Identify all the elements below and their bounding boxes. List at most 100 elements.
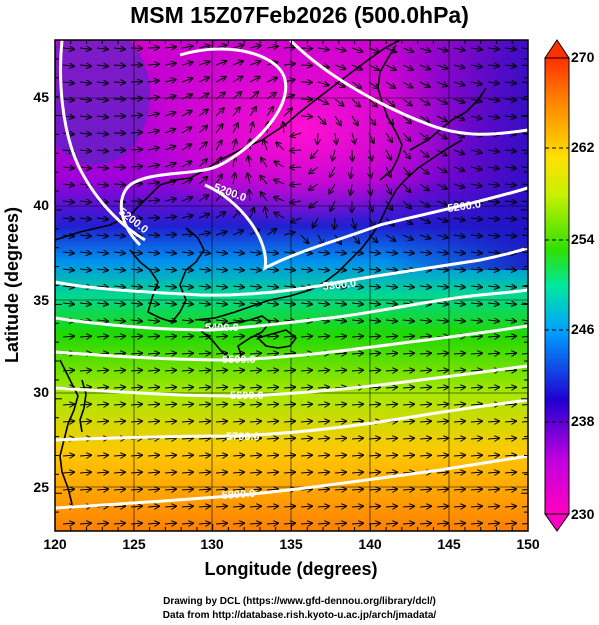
colorbar-tick-label: 262 (571, 139, 595, 155)
wind-arrow (470, 303, 482, 304)
wind-arrow (313, 217, 319, 228)
wind-arrow (402, 81, 412, 88)
wind-arrow (351, 166, 352, 178)
wind-arrow (453, 269, 465, 270)
wind-arrow (368, 269, 380, 270)
wind-arrow (453, 218, 465, 220)
wind-arrow (487, 455, 499, 456)
wind-arrow (402, 472, 414, 473)
wind-arrow (368, 472, 380, 473)
wind-arrow (470, 286, 482, 287)
wind-arrow (62, 421, 74, 422)
wind-arrow (113, 201, 125, 202)
wind-arrow (215, 472, 227, 473)
wind-arrow (504, 336, 516, 337)
colorbar-max-triangle (544, 39, 570, 59)
wind-arrow (249, 489, 261, 490)
wind-arrow (79, 65, 91, 66)
colorbar-tick-label: 238 (571, 413, 595, 429)
wind-arrow (164, 163, 175, 167)
wind-arrow (453, 404, 465, 405)
wind-arrow (419, 98, 429, 105)
wind-arrow (62, 235, 74, 236)
wind-arrow (385, 183, 391, 194)
wind-arrow (317, 455, 329, 456)
wind-arrow (300, 65, 312, 66)
wind-arrow (215, 141, 222, 151)
wind-arrow (79, 303, 91, 304)
wind-arrow (300, 99, 312, 100)
wind-arrow (470, 489, 482, 490)
wind-arrow (402, 455, 414, 456)
wind-arrow (181, 523, 193, 524)
wind-arrow (164, 489, 176, 490)
wind-arrow (436, 387, 448, 388)
wind-arrow (436, 200, 447, 205)
wind-arrow (113, 303, 125, 304)
wind-arrow (504, 167, 516, 168)
wind-arrow (402, 234, 413, 240)
wind-arrow (350, 183, 352, 195)
wind-arrow (334, 48, 346, 51)
wind-arrow (215, 370, 227, 371)
wind-arrow (385, 132, 392, 142)
wind-arrow (334, 320, 346, 321)
wind-arrow (79, 252, 91, 253)
wind-arrow (215, 286, 227, 287)
wind-arrow (198, 233, 210, 235)
wind-arrow (249, 438, 261, 439)
wind-arrow (402, 149, 410, 158)
wind-arrow (130, 115, 142, 116)
wind-arrow (453, 286, 465, 287)
wind-arrow (419, 235, 430, 239)
wind-arrow (147, 303, 159, 304)
wind-arrow (504, 404, 516, 405)
wind-arrow (470, 472, 482, 473)
contour-5600 (55, 364, 528, 398)
wind-arrow (368, 336, 380, 337)
wind-arrow (113, 48, 125, 49)
wind-arrow (147, 506, 159, 507)
wind-arrow (113, 353, 125, 354)
wind-arrow (487, 506, 499, 507)
wind-arrow (504, 184, 516, 185)
wind-arrow (266, 107, 273, 117)
wind-arrow (198, 93, 208, 100)
wind-arrow (368, 438, 380, 439)
wind-arrow (453, 523, 465, 524)
wind-arrow (402, 523, 414, 524)
wind-arrow (249, 506, 261, 507)
wind-arrow (96, 421, 108, 422)
wind-arrow (419, 523, 431, 524)
wind-arrow (232, 320, 244, 321)
wind-arrow (62, 99, 74, 100)
wind-arrow (198, 126, 207, 134)
wind-arrow (164, 252, 176, 253)
wind-arrow (504, 523, 516, 524)
wind-arrow (290, 167, 302, 168)
wind-arrow (436, 506, 448, 507)
wind-arrow (164, 506, 176, 507)
wind-arrow (300, 116, 312, 117)
wind-arrow (402, 132, 411, 141)
wind-arrow (249, 190, 250, 202)
wind-arrow (96, 472, 108, 473)
wind-arrow (334, 286, 346, 287)
wind-arrow (232, 353, 244, 354)
wind-arrow (198, 421, 210, 422)
wind-arrow (504, 506, 516, 507)
wind-arrow (130, 472, 142, 473)
wind-arrow (419, 320, 431, 321)
wind-arrow (504, 116, 516, 117)
wind-arrow (266, 303, 278, 304)
wind-arrow (368, 234, 377, 242)
wind-arrow (232, 336, 244, 337)
wind-arrow (181, 286, 193, 287)
wind-arrow (164, 523, 176, 524)
wind-arrow (351, 438, 363, 439)
wind-arrow (62, 218, 74, 219)
wind-arrow (317, 48, 329, 50)
wind-arrow (147, 64, 159, 65)
wind-arrow (436, 421, 448, 422)
